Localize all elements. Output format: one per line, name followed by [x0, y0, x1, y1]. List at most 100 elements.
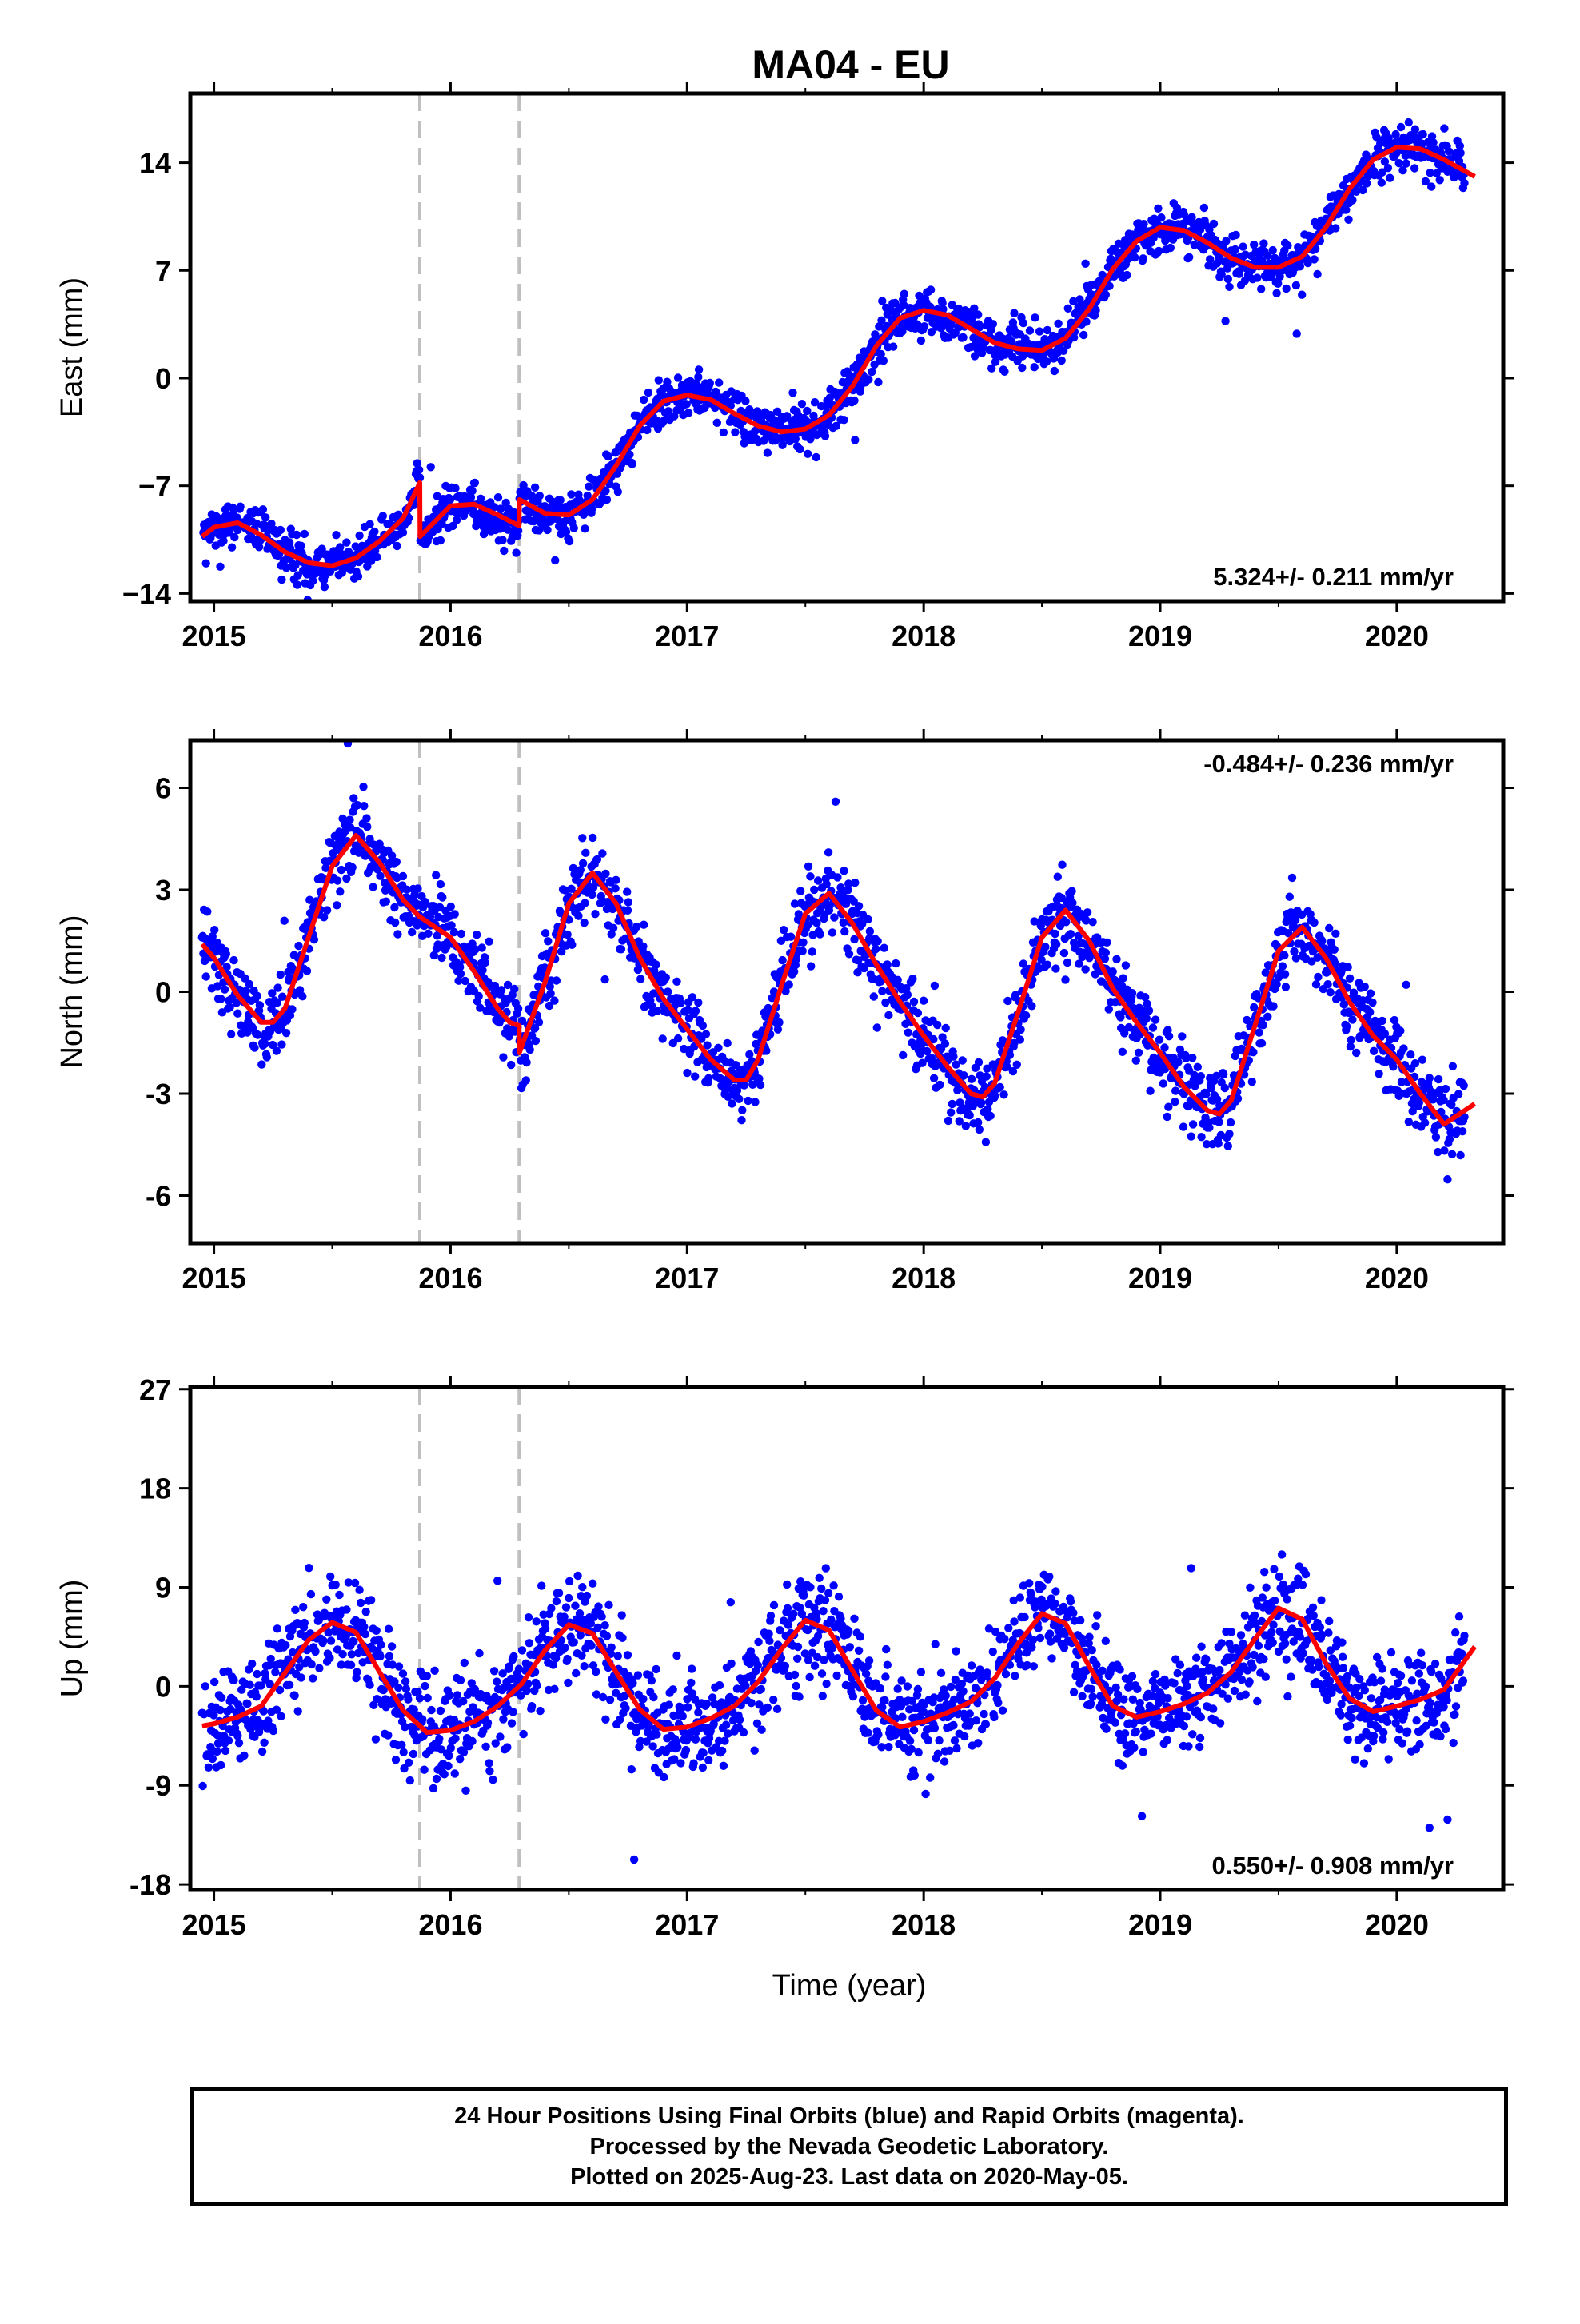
- data-point: [273, 983, 281, 991]
- data-point: [832, 798, 840, 806]
- data-point: [695, 365, 703, 373]
- data-point: [243, 1700, 251, 1708]
- data-point: [1269, 1002, 1277, 1010]
- data-point: [673, 1744, 681, 1752]
- data-point: [362, 814, 370, 822]
- data-point: [1224, 1142, 1232, 1150]
- data-point: [780, 926, 788, 934]
- data-point: [589, 834, 596, 842]
- data-point: [574, 912, 582, 920]
- data-point: [636, 975, 644, 983]
- data-point: [246, 1681, 254, 1689]
- data-point: [253, 1670, 261, 1678]
- data-point: [273, 1046, 281, 1054]
- data-point: [471, 479, 479, 487]
- data-points: [198, 739, 1469, 1184]
- data-point: [240, 1752, 248, 1760]
- data-points: [198, 1550, 1469, 1864]
- data-point: [1257, 285, 1265, 293]
- data-point: [804, 450, 812, 458]
- data-point: [962, 1122, 970, 1130]
- y-tick-label: 3: [155, 874, 171, 907]
- data-point: [519, 1730, 527, 1738]
- data-point: [1259, 1021, 1267, 1029]
- y-tick-label: −14: [122, 577, 171, 610]
- data-point: [382, 898, 390, 906]
- data-point: [792, 1682, 800, 1690]
- data-point: [297, 1673, 305, 1681]
- data-point: [565, 1594, 573, 1602]
- data-point: [281, 917, 289, 925]
- data-point: [392, 1756, 400, 1764]
- data-point: [447, 903, 455, 911]
- data-point: [795, 1692, 803, 1700]
- rate-label: 5.324+/- 0.211 mm/yr: [1213, 563, 1454, 591]
- data-point: [769, 1696, 777, 1704]
- data-point: [401, 1677, 409, 1685]
- data-point: [433, 1775, 441, 1783]
- data-point: [301, 1619, 309, 1627]
- data-point: [974, 310, 982, 318]
- data-point: [1279, 962, 1287, 970]
- data-point: [391, 919, 399, 927]
- data-point: [720, 429, 728, 436]
- data-point: [1060, 949, 1068, 957]
- data-point: [628, 1765, 636, 1773]
- data-point: [1102, 948, 1110, 956]
- data-point: [285, 1681, 293, 1689]
- data-point: [937, 1669, 945, 1677]
- data-point: [1378, 1017, 1386, 1025]
- data-point: [333, 901, 341, 909]
- data-point: [1154, 205, 1162, 213]
- data-point: [1327, 988, 1335, 996]
- data-point: [258, 1748, 266, 1756]
- data-point: [653, 1007, 661, 1015]
- data-point: [822, 1680, 830, 1688]
- data-point: [1253, 273, 1261, 281]
- data-point: [500, 547, 508, 555]
- data-point: [568, 941, 576, 949]
- data-point: [461, 1787, 469, 1795]
- data-point: [384, 1731, 392, 1739]
- data-point: [676, 1759, 684, 1767]
- data-point: [850, 397, 858, 405]
- data-point: [277, 1712, 285, 1720]
- data-point: [541, 1624, 549, 1632]
- data-point: [1043, 357, 1051, 365]
- data-point: [609, 924, 617, 932]
- data-point: [420, 1766, 428, 1774]
- data-point: [332, 1581, 340, 1589]
- data-point: [811, 1662, 819, 1670]
- data-point: [503, 1743, 511, 1751]
- data-point: [824, 848, 832, 856]
- data-point: [1215, 1118, 1223, 1126]
- data-point: [235, 1739, 243, 1747]
- data-point: [581, 849, 589, 857]
- data-point: [1375, 1070, 1382, 1078]
- data-point: [704, 1756, 712, 1764]
- data-point: [1200, 204, 1208, 212]
- data-point: [1031, 363, 1039, 371]
- data-point: [1165, 1032, 1173, 1040]
- data-point: [1067, 930, 1075, 938]
- data-point: [451, 1734, 459, 1742]
- x-tick-label: 2018: [892, 620, 956, 652]
- data-point: [432, 871, 440, 879]
- data-point: [914, 1685, 922, 1693]
- data-point: [947, 1108, 955, 1116]
- data-point: [347, 1661, 355, 1669]
- data-point: [430, 1667, 438, 1675]
- data-point: [836, 883, 844, 891]
- data-point: [662, 974, 670, 982]
- chart-title: MA04 - EU: [752, 42, 949, 87]
- data-point: [337, 866, 345, 874]
- data-point: [307, 1590, 315, 1598]
- data-point: [735, 1095, 743, 1103]
- data-point: [968, 1075, 976, 1083]
- data-point: [874, 378, 882, 386]
- data-point: [628, 1679, 636, 1687]
- data-point: [321, 583, 329, 591]
- data-point: [1347, 1036, 1355, 1044]
- data-point: [303, 967, 311, 975]
- data-point: [1131, 253, 1139, 261]
